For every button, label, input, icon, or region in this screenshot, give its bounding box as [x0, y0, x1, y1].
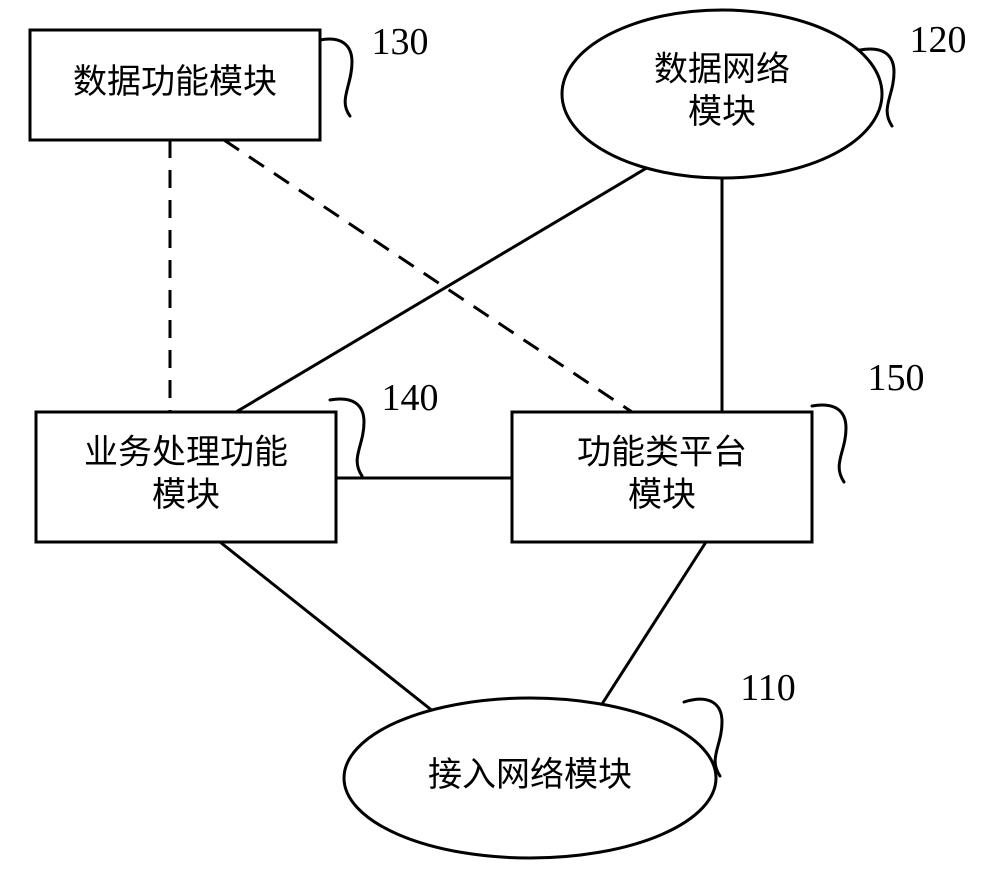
edge-n130-n150 — [224, 140, 632, 412]
node-label-line: 模块 — [152, 476, 220, 514]
node-n130: 数据功能模块 130 — [30, 21, 429, 140]
nodes-layer: 数据功能模块130数据网络模块120业务处理功能模块140功能类平台模块150接… — [30, 10, 967, 858]
callout-path — [812, 405, 846, 482]
node-label-line: 功能类平台 — [577, 434, 747, 472]
reference-number: 140 — [382, 377, 439, 419]
node-label-line: 接入网络模块 — [428, 756, 632, 794]
reference-number: 150 — [868, 357, 925, 399]
node-n120: 数据网络模块 120 — [562, 10, 967, 178]
node-n150: 功能类平台模块 150 — [512, 357, 925, 542]
edge-n150-n110 — [602, 542, 706, 704]
architecture-diagram: 数据功能模块130数据网络模块120业务处理功能模块140功能类平台模块150接… — [0, 0, 989, 870]
node-n140: 业务处理功能模块 140 — [36, 377, 439, 542]
edge-n120-n140 — [236, 166, 650, 412]
reference-number: 120 — [910, 19, 967, 61]
reference-number: 110 — [740, 667, 796, 709]
reference-number: 130 — [372, 21, 429, 63]
node-label-line: 模块 — [628, 476, 696, 514]
callout-path — [320, 39, 352, 116]
node-label-line: 业务处理功能 — [84, 434, 288, 472]
node-label-line: 数据网络 — [654, 51, 790, 89]
edge-n140-n110 — [220, 542, 434, 712]
node-label-line: 数据功能模块 — [73, 63, 277, 101]
node-label-line: 模块 — [688, 93, 756, 131]
